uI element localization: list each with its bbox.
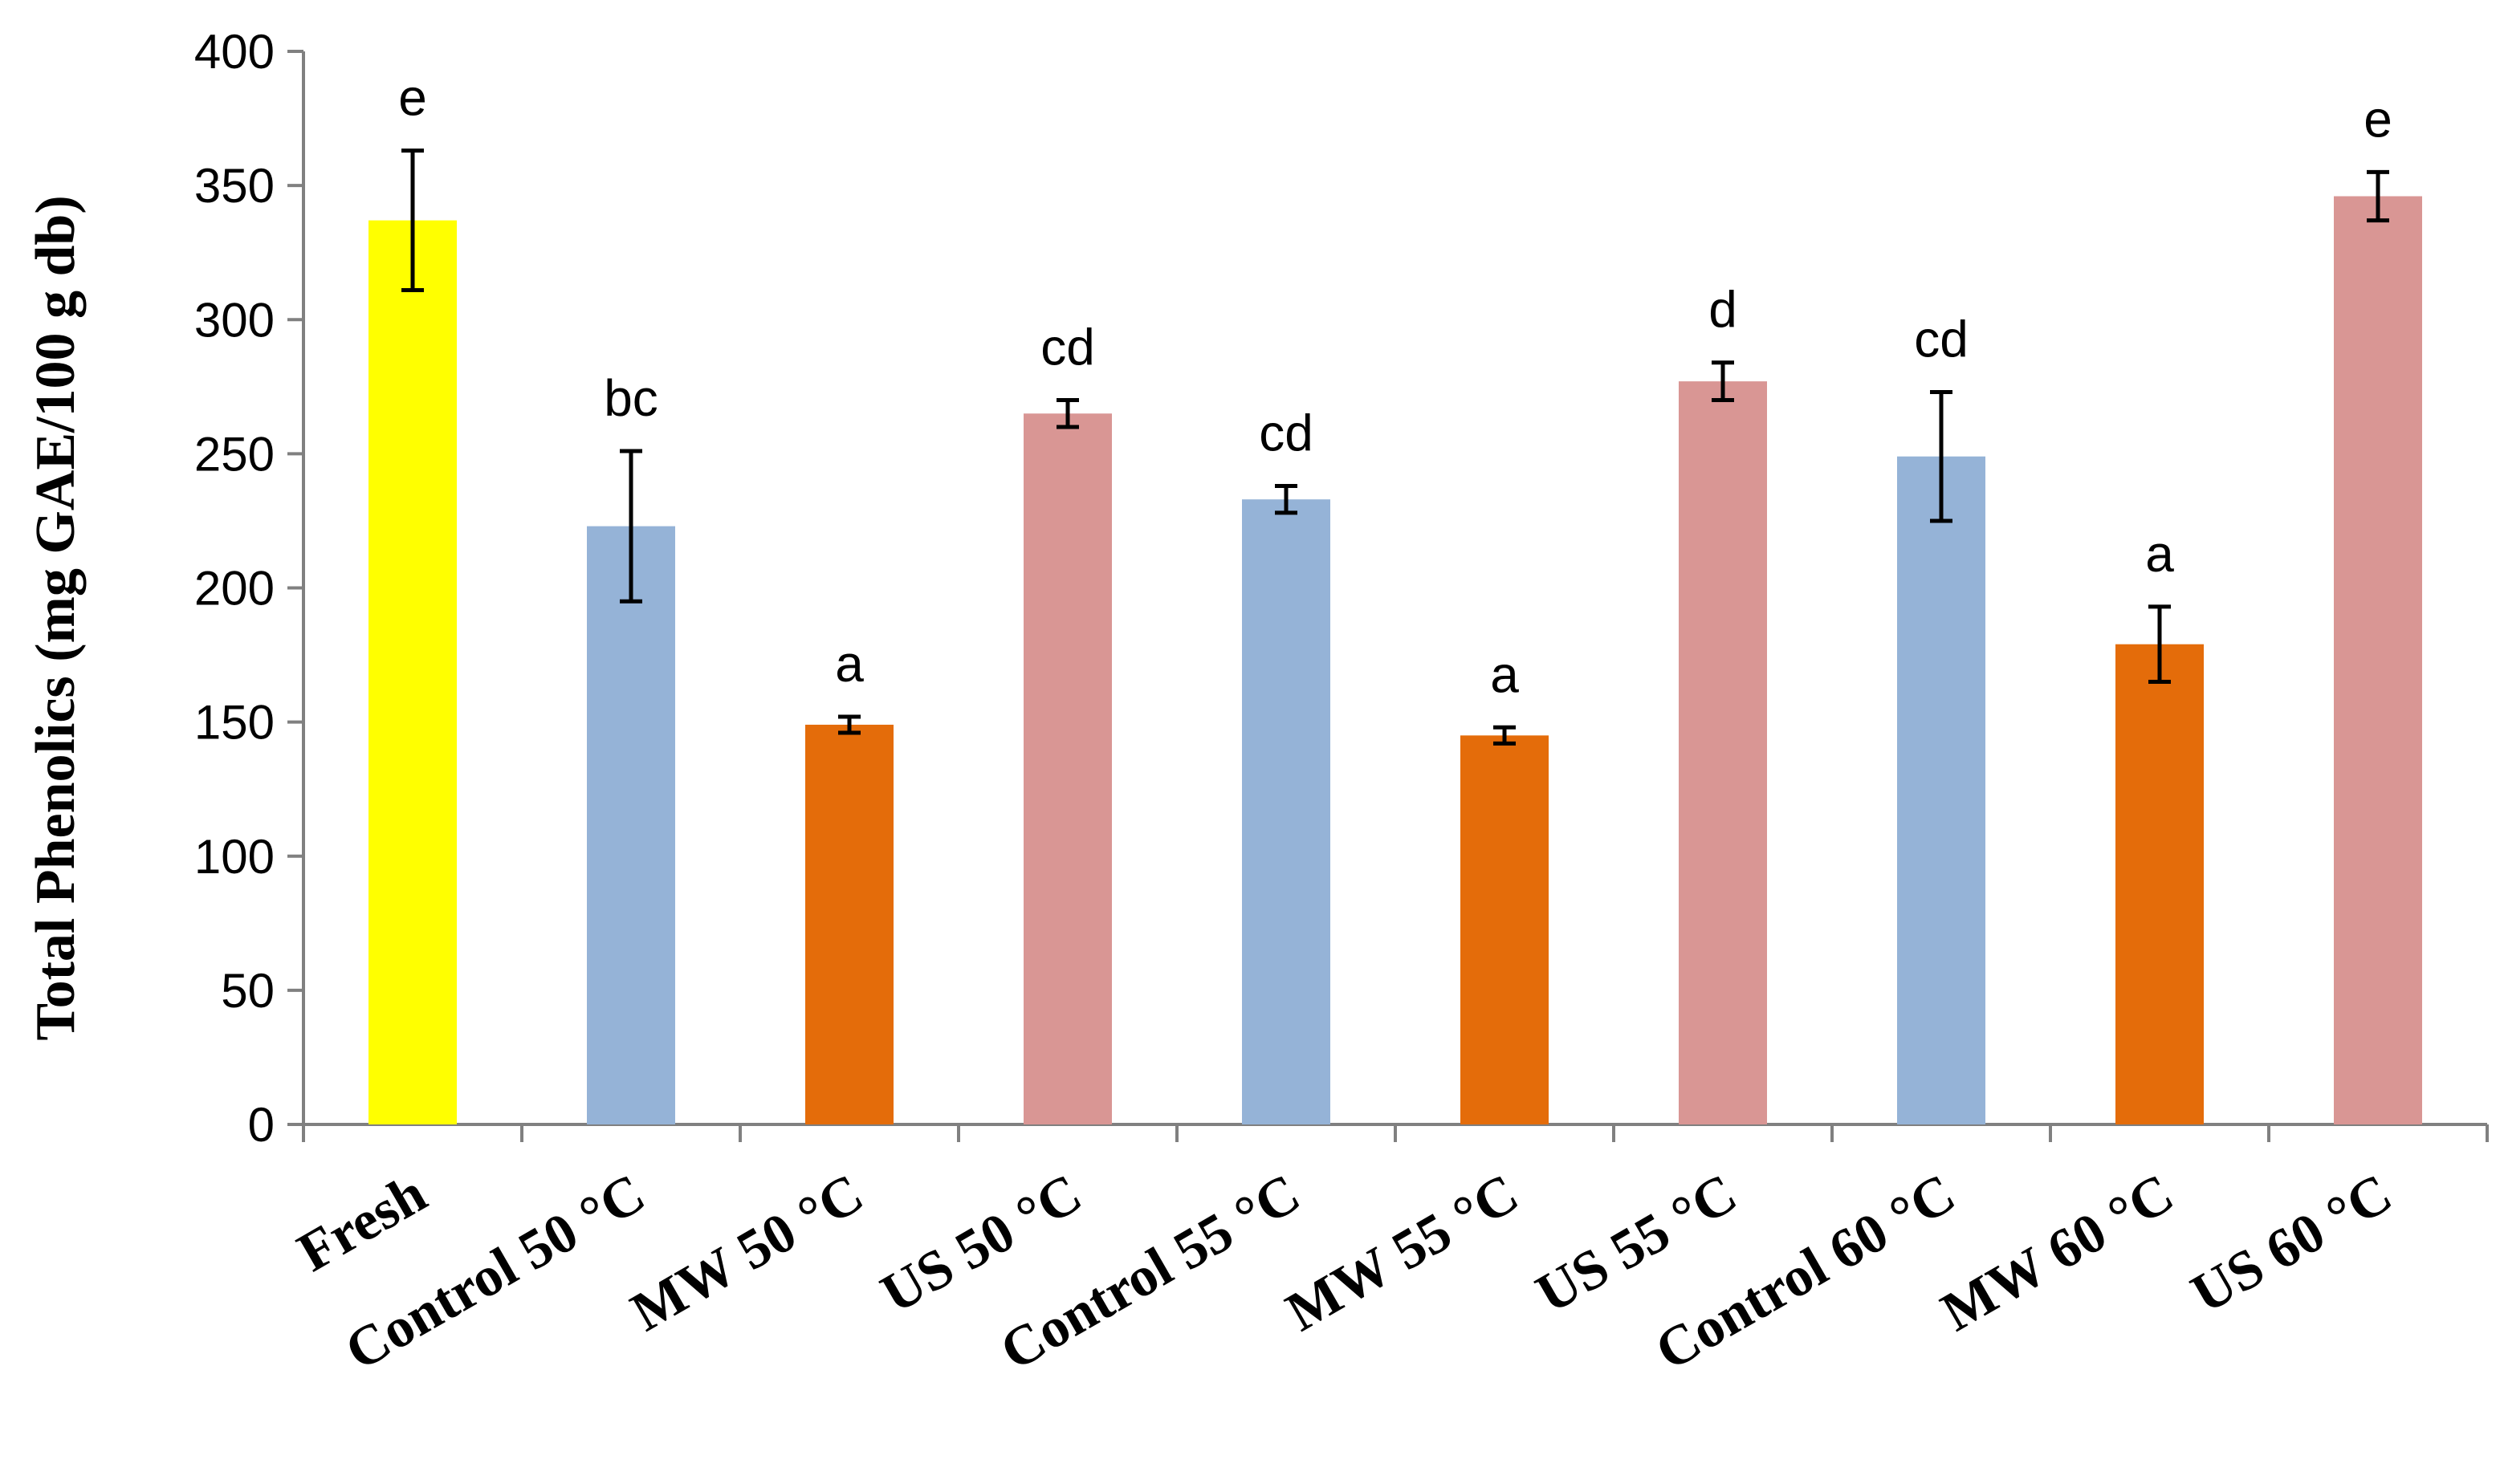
bar (1679, 381, 1767, 1124)
y-tick-label: 50 (221, 964, 275, 1018)
y-axis-title: Total Phenolics (mg GAE/100 g db) (25, 195, 87, 1040)
y-tick-label: 200 (194, 562, 275, 616)
category-label: MW 50 °C (621, 1162, 873, 1344)
category-label: US 60 °C (2181, 1162, 2402, 1325)
category-label: Fresh (287, 1162, 437, 1284)
bar (1460, 735, 1549, 1124)
category-label: MW 55 °C (1276, 1162, 1529, 1344)
y-axis: 0 50 100 150 200 250 300 350 400 (194, 25, 305, 1152)
significance-letters: e bc a cd cd a d cd a e (398, 69, 2392, 704)
significance-letter: d (1708, 281, 1737, 339)
category-label: MW 60 °C (1932, 1162, 2184, 1344)
significance-letter: cd (1259, 404, 1313, 461)
bar (1242, 499, 1330, 1124)
x-axis (302, 1123, 2489, 1142)
y-tick-label: 150 (194, 696, 275, 750)
significance-letter: a (1490, 645, 1519, 703)
bar (1024, 413, 1112, 1124)
significance-letter: a (835, 635, 864, 693)
significance-letter: cd (1914, 310, 1969, 368)
error-bars (401, 148, 2389, 746)
bars (368, 196, 2422, 1124)
significance-letter: bc (604, 369, 658, 427)
bar (2334, 196, 2422, 1124)
significance-letter: e (398, 69, 427, 127)
significance-letter: cd (1040, 319, 1095, 376)
y-tick-label: 250 (194, 427, 275, 481)
bar (1897, 456, 1985, 1124)
significance-letter: e (2364, 90, 2392, 148)
y-tick-label: 0 (248, 1098, 275, 1152)
y-tick-label: 300 (194, 293, 275, 347)
bar (2115, 644, 2204, 1124)
y-tick-label: 350 (194, 159, 275, 213)
significance-letter: a (2145, 525, 2174, 583)
y-tick-label: 400 (194, 25, 275, 79)
y-tick-label: 100 (194, 830, 275, 884)
bar (368, 220, 457, 1124)
bar (587, 526, 675, 1124)
bar (805, 724, 894, 1124)
